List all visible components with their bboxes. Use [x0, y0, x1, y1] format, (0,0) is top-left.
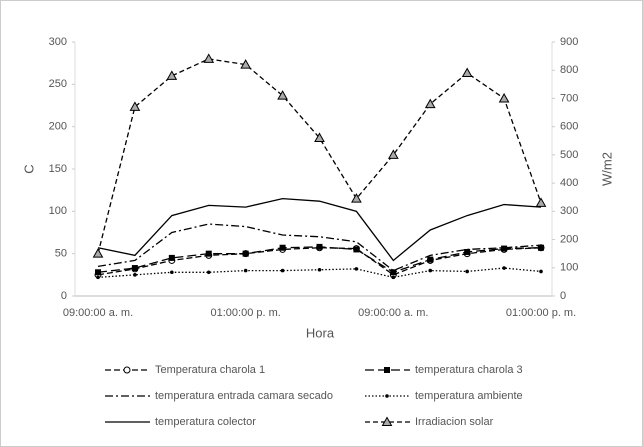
series-marker [535, 197, 547, 207]
series-marker [277, 90, 288, 100]
series-marker [390, 269, 397, 276]
series-marker [166, 70, 178, 80]
series-marker [243, 268, 248, 273]
series-marker [464, 248, 471, 255]
legend-marker [384, 367, 390, 373]
series-marker [353, 246, 360, 253]
x-tick-label: 01:00:00 p. m. [211, 307, 281, 319]
series-marker [539, 269, 543, 274]
y2-tick-label: 600 [560, 121, 578, 133]
series-marker [240, 59, 252, 69]
series-marker [424, 98, 436, 109]
y2-tick-label: 0 [560, 290, 566, 302]
legend-marker [123, 366, 131, 374]
series-marker [242, 250, 249, 257]
x-axis-label: Hora [306, 325, 335, 340]
series-marker [168, 254, 175, 261]
series-marker [170, 270, 174, 275]
series-marker [314, 132, 325, 142]
x-tick-label: 09:00:00 a. m. [63, 307, 133, 319]
series-marker [501, 245, 508, 252]
legend-label: temperatura ambiente [415, 390, 523, 402]
legend-label: temperatura entrada camara secado [155, 390, 333, 402]
x-tick-label: 09:00:00 a. m. [358, 307, 428, 319]
series-marker [354, 267, 359, 271]
legend-label: Temperatura charola 1 [155, 364, 265, 376]
series-marker [279, 244, 286, 251]
y-axis-label: C [21, 164, 36, 173]
y2-axis-label: W/m2 [599, 152, 614, 186]
legend-marker [385, 394, 389, 398]
series-marker [391, 275, 396, 280]
y-tick-label: 300 [49, 36, 67, 48]
y2-tick-label: 500 [560, 149, 578, 161]
series-marker [427, 256, 434, 263]
y-tick-label: 150 [49, 163, 67, 175]
series-marker [92, 248, 104, 258]
y2-tick-label: 400 [560, 177, 578, 189]
series-marker [206, 270, 211, 275]
series-line [97, 223, 542, 272]
series-marker [205, 250, 212, 257]
series-marker [351, 193, 362, 203]
series-marker [461, 67, 473, 78]
y-tick-label: 0 [61, 290, 67, 302]
series-marker [538, 244, 544, 251]
series-marker [498, 92, 510, 103]
legend-label: Irradiacion solar [415, 416, 494, 428]
y2-tick-label: 100 [560, 262, 578, 274]
series-marker [96, 275, 100, 280]
y2-tick-label: 700 [560, 92, 578, 104]
y2-tick-label: 900 [560, 36, 578, 48]
y-tick-label: 100 [49, 205, 67, 217]
legend-label: temperatura colector [155, 416, 256, 428]
series-marker [317, 267, 322, 272]
series-marker [387, 149, 399, 159]
legend-label: temperatura charola 3 [415, 364, 523, 376]
series-marker [203, 53, 215, 63]
series-line [97, 197, 542, 262]
series-marker [129, 101, 141, 111]
y2-tick-label: 300 [560, 205, 578, 217]
series-marker [502, 266, 506, 270]
x-tick-label: 01:00:00 p. m. [506, 307, 576, 319]
legend-marker [381, 416, 393, 426]
y-tick-label: 200 [49, 121, 67, 133]
series-marker [133, 273, 137, 277]
y2-tick-label: 200 [560, 233, 578, 245]
series-marker [131, 265, 138, 272]
series-marker [95, 269, 101, 276]
y-tick-label: 250 [49, 78, 67, 90]
series-marker [280, 268, 285, 273]
series-marker [465, 269, 469, 274]
y-tick-label: 50 [55, 248, 67, 260]
series-marker [428, 268, 433, 273]
series-marker [316, 243, 323, 250]
y2-tick-label: 800 [560, 64, 578, 76]
